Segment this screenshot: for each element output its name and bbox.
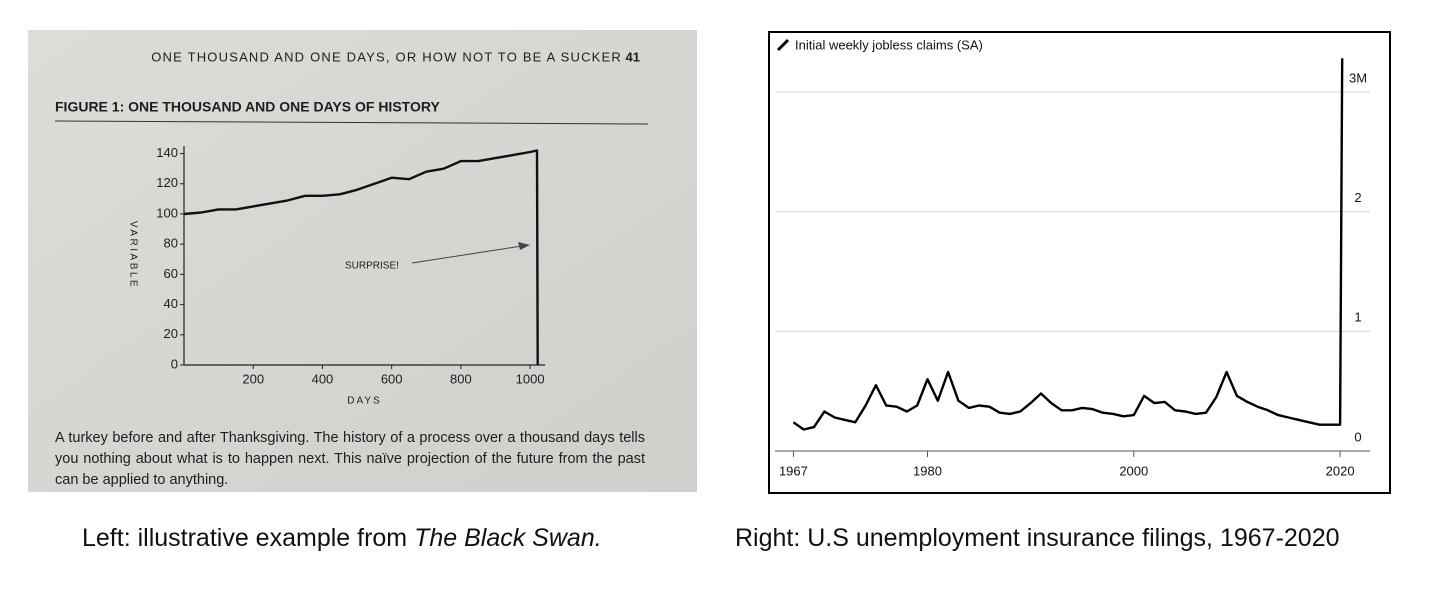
chart-title: Initial weekly jobless claims (SA) [795, 37, 983, 52]
data-line [792, 58, 1344, 431]
y-tick-label: 40 [164, 296, 178, 311]
book-header: ONE THOUSAND AND ONE DAYS, OR HOW NOT TO… [151, 49, 622, 64]
y-tick-label: 120 [156, 175, 178, 190]
x-tick-label: 1980 [913, 463, 942, 478]
book-caption: A turkey before and after Thanksgiving. … [55, 430, 645, 488]
chart-frame [768, 31, 1391, 494]
x-tick-label: 400 [312, 371, 334, 386]
x-tick-label: 800 [450, 371, 472, 386]
y-tick-label: 20 [164, 326, 178, 341]
legend-icon [776, 38, 790, 52]
x-tick-label: 2020 [1326, 463, 1355, 478]
caption-text: Left: illustrative example from [82, 524, 408, 552]
left-caption: Left: illustrative example from The Blac… [82, 524, 602, 553]
annotation-arrow [411, 245, 523, 264]
x-tick-label: 600 [381, 371, 403, 386]
y-axis-label: VARIABLE [127, 221, 138, 289]
y-tick-label: 100 [156, 205, 178, 220]
figure-title: FIGURE 1: ONE THOUSAND AND ONE DAYS OF H… [55, 99, 440, 115]
x-tick-label: 2000 [1119, 463, 1148, 478]
x-tick-label: 1000 [516, 371, 545, 386]
y-tick-label: 140 [156, 145, 178, 160]
book-page [28, 30, 697, 492]
title-rule [54, 120, 649, 125]
annotation: SURPRISE! [345, 261, 399, 272]
arrow-head [518, 242, 530, 250]
y-tick-label: 0 [1354, 429, 1361, 444]
x-tick-label: 1967 [779, 463, 808, 478]
y-tick-label: 80 [164, 236, 178, 251]
y-tick-label: 3M [1349, 70, 1367, 85]
book-title: The Black Swan. [414, 524, 602, 552]
right-caption: Right: U.S unemployment insurance filing… [735, 524, 1340, 552]
y-tick-label: 2 [1354, 190, 1361, 205]
data-line [183, 149, 539, 366]
page-number: 41 [626, 49, 640, 64]
y-tick-label: 60 [164, 266, 178, 281]
y-tick-label: 0 [171, 356, 178, 371]
x-tick-label: 200 [242, 371, 264, 386]
y-tick-label: 1 [1354, 310, 1361, 325]
x-axis-label: DAYS [347, 396, 382, 407]
